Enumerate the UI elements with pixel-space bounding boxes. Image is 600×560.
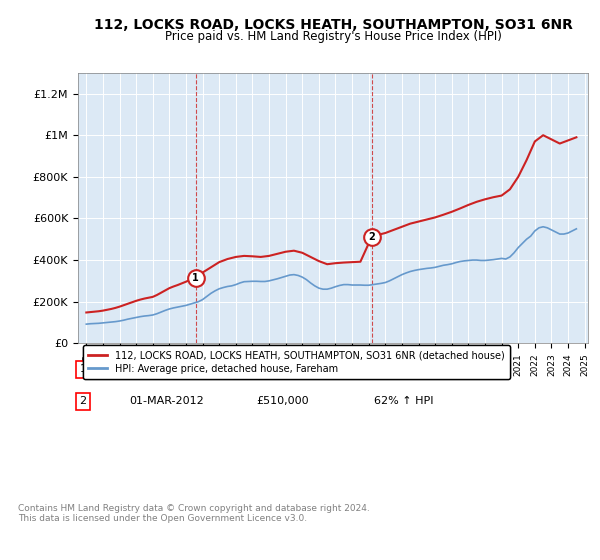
Text: 2: 2: [80, 396, 86, 406]
Text: £315,000: £315,000: [257, 365, 309, 375]
Text: 112, LOCKS ROAD, LOCKS HEATH, SOUTHAMPTON, SO31 6NR: 112, LOCKS ROAD, LOCKS HEATH, SOUTHAMPTO…: [94, 18, 572, 32]
Text: Price paid vs. HM Land Registry's House Price Index (HPI): Price paid vs. HM Land Registry's House …: [164, 30, 502, 43]
Text: 1: 1: [80, 365, 86, 375]
Text: 01-MAR-2012: 01-MAR-2012: [129, 396, 204, 406]
Text: 1: 1: [192, 273, 199, 283]
Text: 30-JUL-2001: 30-JUL-2001: [129, 365, 197, 375]
Text: 64% ↑ HPI: 64% ↑ HPI: [374, 365, 433, 375]
Text: 62% ↑ HPI: 62% ↑ HPI: [374, 396, 433, 406]
Text: £510,000: £510,000: [257, 396, 309, 406]
Legend: 112, LOCKS ROAD, LOCKS HEATH, SOUTHAMPTON, SO31 6NR (detached house), HPI: Avera: 112, LOCKS ROAD, LOCKS HEATH, SOUTHAMPTO…: [83, 346, 509, 379]
Text: 2: 2: [368, 232, 375, 242]
Text: Contains HM Land Registry data © Crown copyright and database right 2024.
This d: Contains HM Land Registry data © Crown c…: [18, 504, 370, 524]
